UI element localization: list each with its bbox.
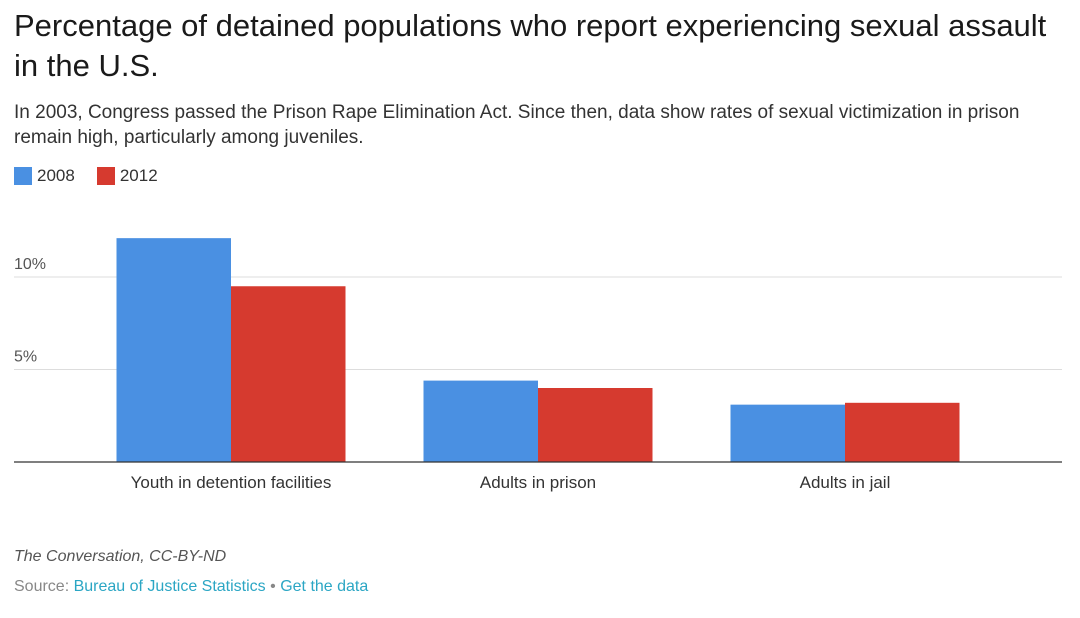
source-separator: • [270, 578, 276, 595]
legend: 2008 2012 [14, 166, 158, 186]
legend-swatch-2008 [14, 167, 32, 185]
bar-2008-2 [730, 404, 845, 462]
bar-2012-2 [845, 402, 960, 462]
credit: The Conversation, CC-BY-ND [14, 548, 227, 565]
bar-2008-0 [116, 238, 231, 462]
legend-item-2012: 2012 [96, 166, 158, 186]
x-tick-label: Adults in prison [480, 473, 596, 492]
bar-2012-1 [538, 388, 653, 462]
legend-label-2008: 2008 [37, 166, 75, 185]
bar-2012-0 [231, 286, 346, 462]
chart-subtitle: In 2003, Congress passed the Prison Rape… [14, 102, 1020, 148]
source-link[interactable]: Bureau of Justice Statistics [73, 578, 266, 595]
legend-swatch-2012 [96, 167, 115, 185]
y-tick-label: 10% [14, 256, 46, 273]
chart-title: Percentage of detained populations who r… [14, 8, 1047, 83]
legend-label-2012: 2012 [119, 166, 158, 185]
legend-item-2008: 2008 [14, 166, 75, 186]
x-tick-label: Adults in jail [800, 473, 891, 492]
y-tick-label: 5% [14, 349, 37, 366]
source-label: Source: [14, 578, 70, 595]
bar-2008-1 [423, 380, 538, 462]
get-data-link[interactable]: Get the data [280, 578, 369, 595]
x-tick-label: Youth in detention facilities [131, 473, 332, 492]
source-line: Source: Bureau of Justice Statistics • G… [14, 578, 368, 596]
